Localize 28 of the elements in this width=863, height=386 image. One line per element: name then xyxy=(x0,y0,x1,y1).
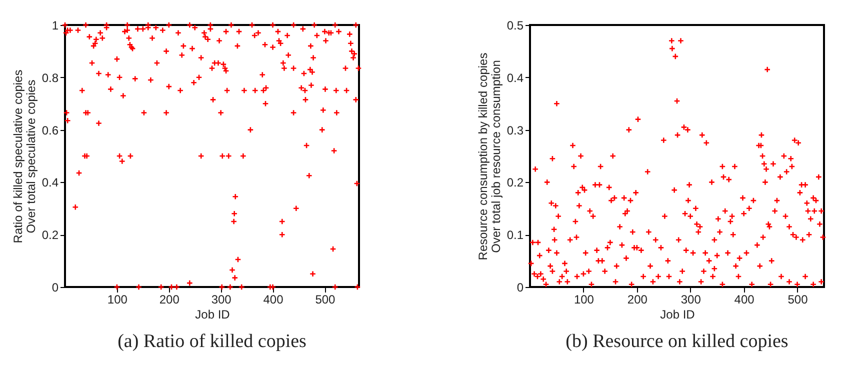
y-tick-label: 0 xyxy=(52,280,59,294)
y-tick-label: 0.4 xyxy=(42,176,59,190)
x-tick-label: 300 xyxy=(680,292,702,306)
x-tick-label: 400 xyxy=(263,292,284,306)
y-tick-label: 0.2 xyxy=(506,176,524,190)
y-tick-label: 0 xyxy=(516,280,524,294)
x-axis-title: Job ID xyxy=(195,308,230,322)
x-tick-label: 500 xyxy=(788,292,808,306)
y-tick-label: 0.6 xyxy=(42,123,59,138)
x-tick-label: 400 xyxy=(734,292,755,306)
y-tick-label: 0.5 xyxy=(506,18,524,32)
y-tick-label: 1 xyxy=(52,18,59,32)
y-tick-label: 0.3 xyxy=(506,123,524,138)
y-tick-label: 0.8 xyxy=(42,70,59,85)
y-tick-label: 0.1 xyxy=(506,228,524,242)
x-tick-label: 200 xyxy=(627,292,648,306)
y-axis-title: Ratio of killed speculative copies Over total speculative copies xyxy=(10,70,38,244)
x-tick-label: 500 xyxy=(315,292,336,306)
x-tick-label: 100 xyxy=(574,292,594,306)
x-axis-title: Job ID xyxy=(660,308,696,322)
text: (a) Ratio of killed copies xyxy=(118,331,306,352)
x-tick-label: 300 xyxy=(211,292,232,306)
x-tick-label: 100 xyxy=(107,292,128,306)
text: (b) Resource on killed copies xyxy=(566,331,788,352)
y-tick-label: 0.2 xyxy=(42,228,59,242)
x-tick-label: 200 xyxy=(159,292,180,306)
y-tick-label: 0.4 xyxy=(506,70,524,85)
y-axis-title: Resource consumption by killed copies Over total job resource consumption xyxy=(476,52,503,260)
